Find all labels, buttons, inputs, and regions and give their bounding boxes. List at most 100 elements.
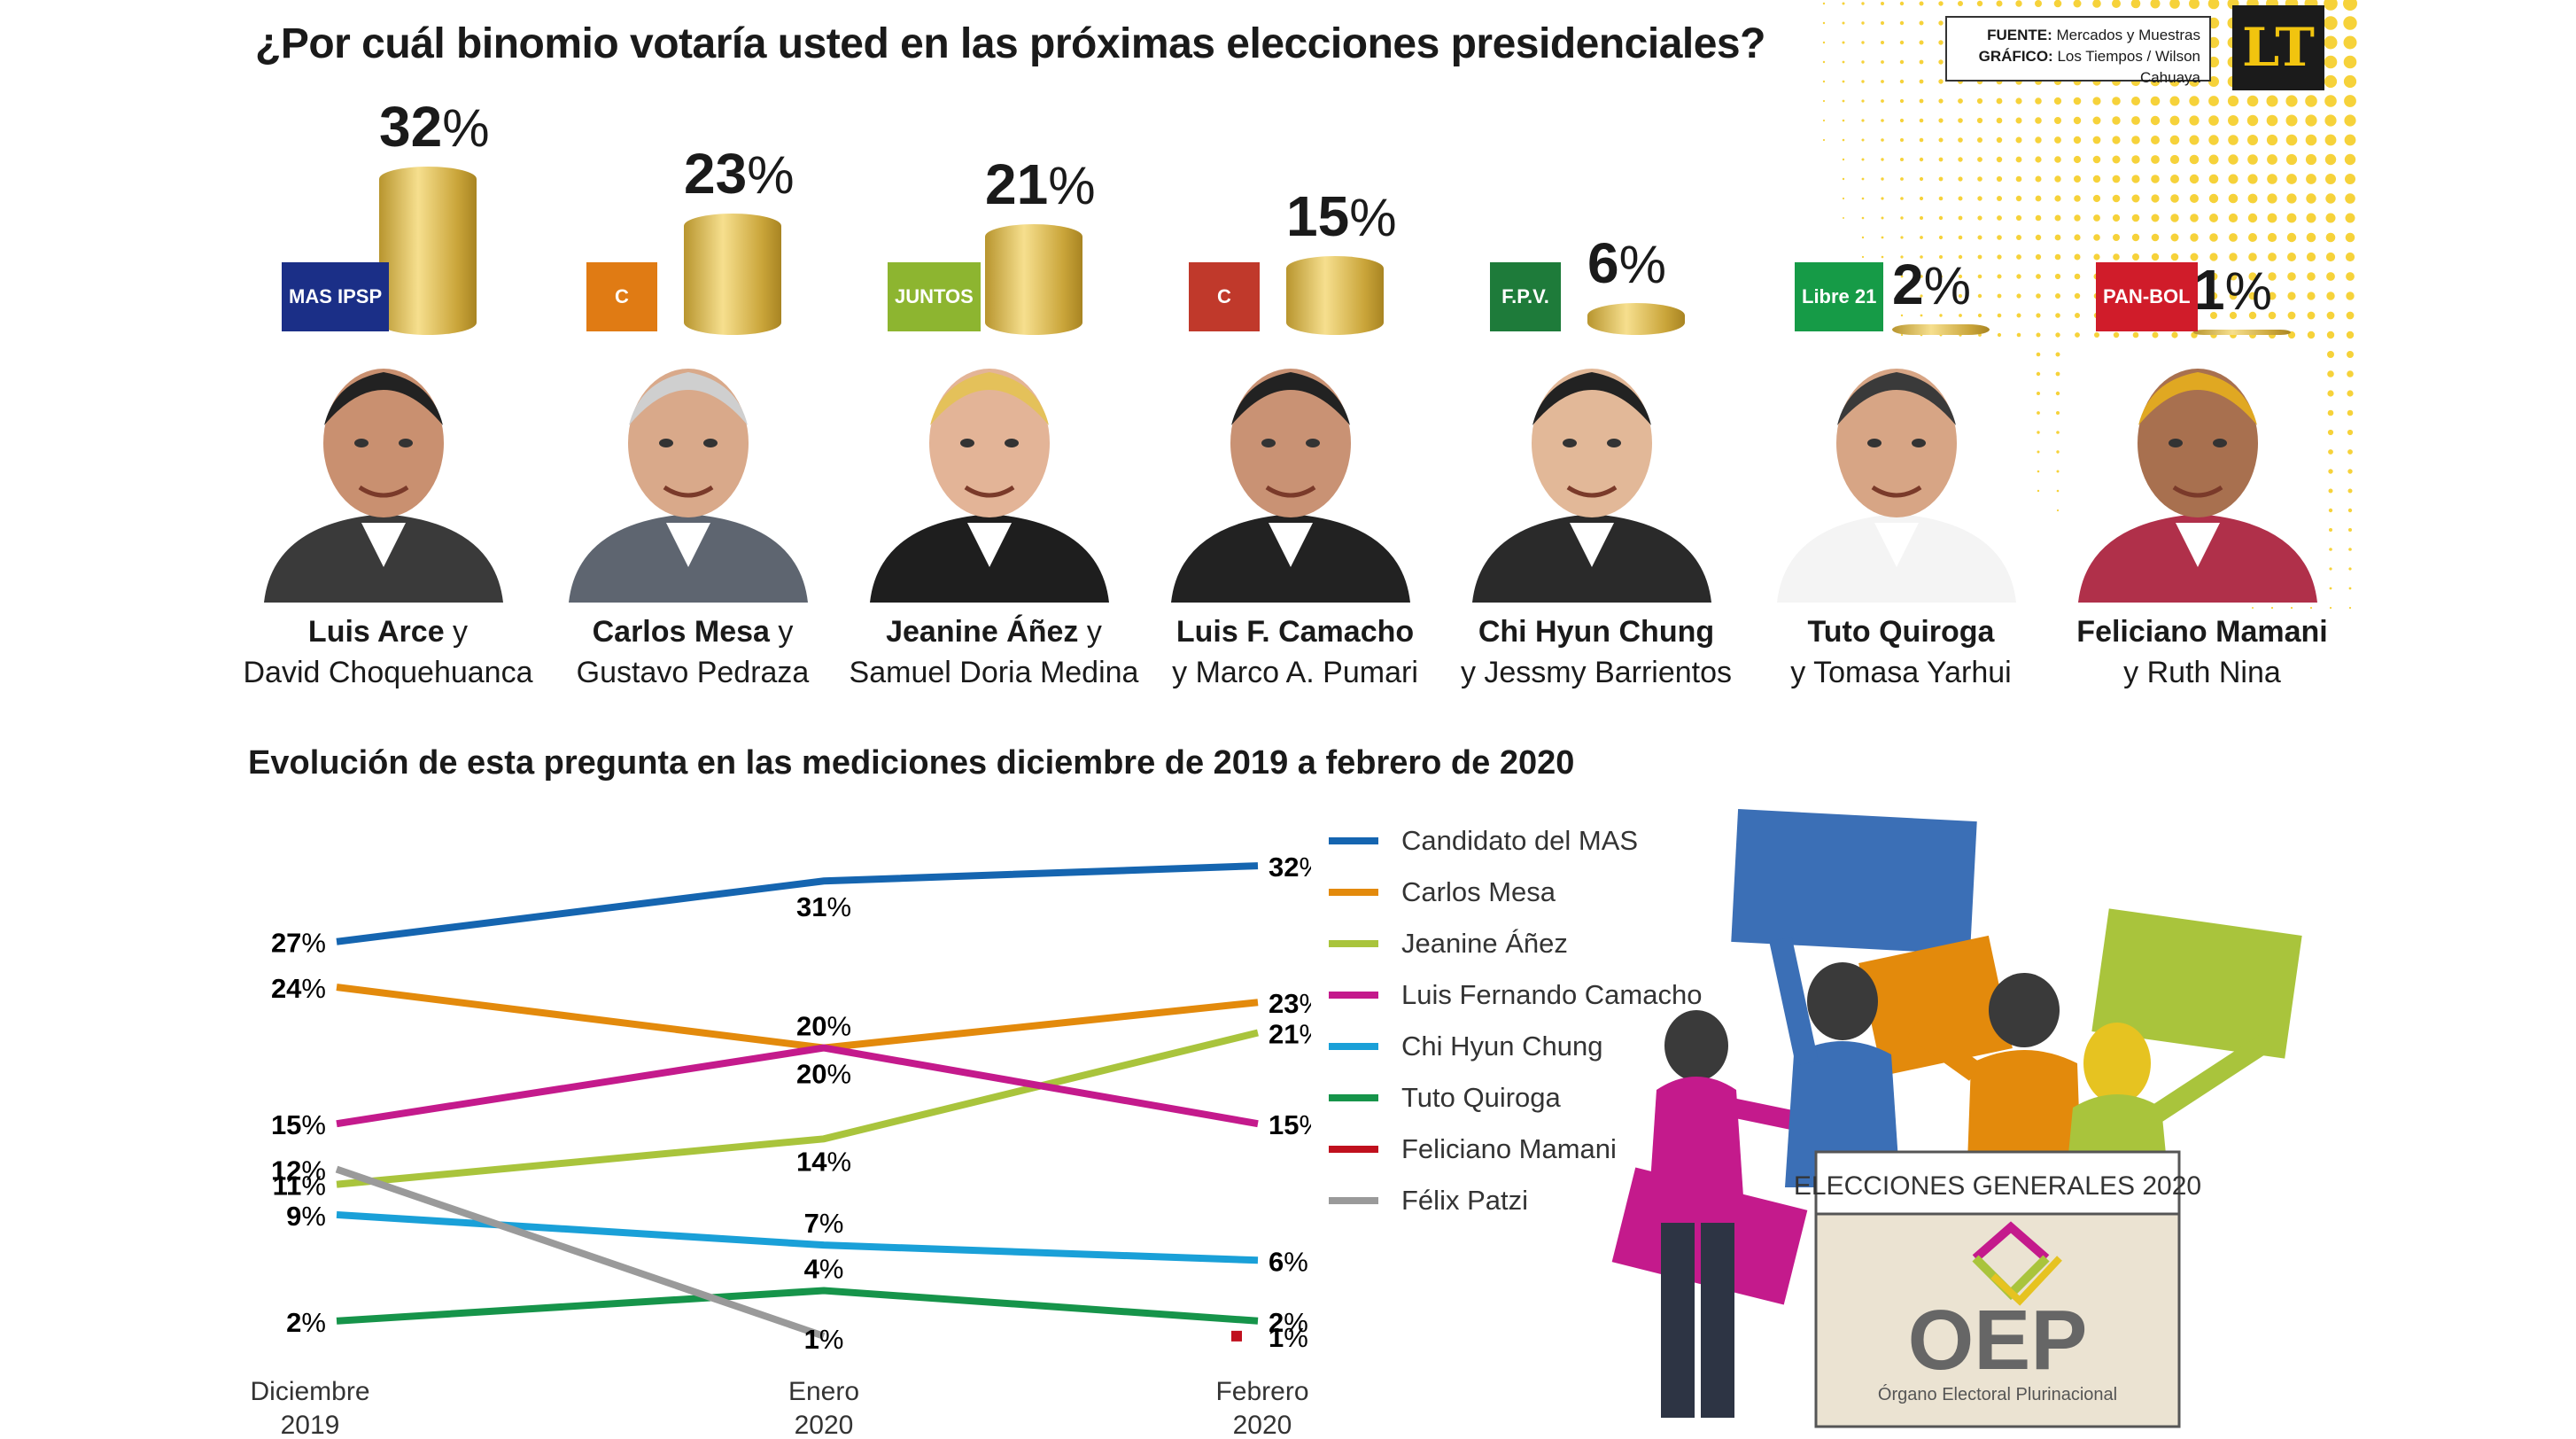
halftone-dot (2054, 195, 2061, 202)
percent-symbol: % (2224, 261, 2272, 321)
halftone-dot (2092, 136, 2101, 144)
halftone-dot (2343, 55, 2357, 69)
orange-sign (1858, 935, 2013, 1077)
halftone-dot (2131, 136, 2140, 144)
halftone-dot (2344, 95, 2356, 107)
candidate-photo (2069, 346, 2326, 603)
halftone-dot (2170, 194, 2179, 203)
candidate-photo (560, 346, 817, 603)
halftone-dot (2208, 115, 2219, 126)
halftone-dot (2056, 509, 2060, 512)
x-tick-label: Enero (788, 1377, 859, 1406)
halftone-dot (2328, 508, 2333, 513)
person-blue (1769, 937, 1900, 1187)
halftone-dot (2112, 214, 2121, 222)
vote-percent: 32% (379, 94, 490, 159)
voters-illustration: ELECCIONES GENERALES 2020 OEP Órgano Ele… (1611, 809, 2302, 1428)
percent-symbol: % (1618, 235, 1666, 294)
data-label: 27% (271, 928, 326, 959)
halftone-dot (1996, 97, 2003, 105)
halftone-dot (2327, 351, 2334, 358)
halftone-dot (2035, 117, 2042, 124)
data-label: 7% (804, 1208, 844, 1239)
party-logo: PAN-BOL (2096, 262, 2198, 331)
candidate-name: Jeanine Áñez (886, 615, 1079, 649)
running-mate-name: y Tomasa Yarhui (1790, 656, 2012, 689)
halftone-dot (2073, 136, 2082, 144)
halftone-dot (2209, 292, 2218, 300)
halftone-dot (1938, 20, 1944, 26)
halftone-dot (2248, 272, 2257, 281)
data-label: 2% (1269, 1307, 1308, 1338)
halftone-dot (2092, 194, 2101, 203)
oep-brand-sub: Órgano Electoral Plurinacional (1878, 1384, 2117, 1404)
percent-symbol: % (442, 98, 490, 158)
graphic-label: GRÁFICO: (1978, 48, 2053, 65)
halftone-dot (2036, 313, 2041, 318)
halftone-dot (2229, 272, 2238, 281)
halftone-dot (2227, 95, 2239, 107)
halftone-dot (2189, 154, 2200, 165)
halftone-dot (2347, 508, 2353, 513)
halftone-dot (1938, 1, 1944, 6)
halftone-dot (2267, 213, 2277, 223)
halftone-dot (2324, 74, 2338, 89)
halftone-dot (1861, 80, 1865, 83)
candidate-name: Tuto Quiroga (1807, 615, 1995, 649)
legend-label: Carlos Mesa (1401, 876, 1556, 907)
halftone-dot (1996, 156, 2003, 163)
halftone-dot (2268, 253, 2277, 261)
halftone-dot (2348, 548, 2352, 551)
vote-percent: 15% (1286, 183, 1397, 249)
halftone-dot (2344, 114, 2356, 127)
halftone-dot (2287, 253, 2296, 261)
halftone-dot (2345, 232, 2355, 243)
halftone-dot (2054, 175, 2061, 183)
halftone-dot (2015, 195, 2022, 202)
halftone-dot (2055, 371, 2060, 377)
halftone-dot (2247, 135, 2258, 145)
halftone-dot (1900, 255, 1904, 259)
halftone-dot (2247, 154, 2258, 165)
halftone-dot (2151, 136, 2160, 144)
name-conjunction: y (769, 615, 794, 649)
halftone-dot (2054, 136, 2061, 144)
legend-swatch (1329, 1043, 1378, 1050)
halftone-dot (2015, 175, 2022, 183)
halftone-dot (2248, 233, 2257, 242)
halftone-dot (2131, 233, 2140, 242)
halftone-dot (2151, 194, 2160, 203)
halftone-dot (1976, 0, 1983, 7)
halftone-dot (1959, 294, 1962, 298)
halftone-dot (2208, 135, 2219, 145)
halftone-dot (1861, 216, 1865, 220)
halftone-dot (2345, 193, 2355, 204)
halftone-dot (2328, 449, 2333, 455)
halftone-dot (1996, 0, 2003, 7)
halftone-dot (1958, 274, 1963, 279)
data-label: 11% (273, 1171, 326, 1202)
halftone-dot (1881, 119, 1884, 122)
halftone-dot (1861, 158, 1865, 161)
halftone-dot (2054, 156, 2061, 163)
halftone-dot (1958, 98, 1963, 104)
halftone-dot (1861, 236, 1865, 239)
halftone-dot (1997, 332, 2002, 338)
halftone-dot (2074, 273, 2081, 280)
halftone-dot (2035, 253, 2042, 261)
halftone-dot (2248, 292, 2257, 300)
halftone-dot (2036, 274, 2041, 279)
halftone-dot (2035, 175, 2042, 183)
halftone-dot (2092, 175, 2101, 183)
halftone-dot (2190, 194, 2199, 203)
halftone-dot (2324, 0, 2338, 11)
legend-label: Jeanine Áñez (1401, 928, 1568, 959)
halftone-dot (1881, 255, 1884, 259)
halftone-dot (2053, 97, 2062, 105)
halftone-dot (2209, 272, 2218, 281)
halftone-dot (1842, 21, 1845, 25)
halftone-dot (2347, 469, 2353, 474)
legend-item: Carlos Mesa (1329, 867, 1702, 918)
halftone-dot (1842, 138, 1845, 142)
party-logo: F.P.V. (1490, 262, 1561, 331)
